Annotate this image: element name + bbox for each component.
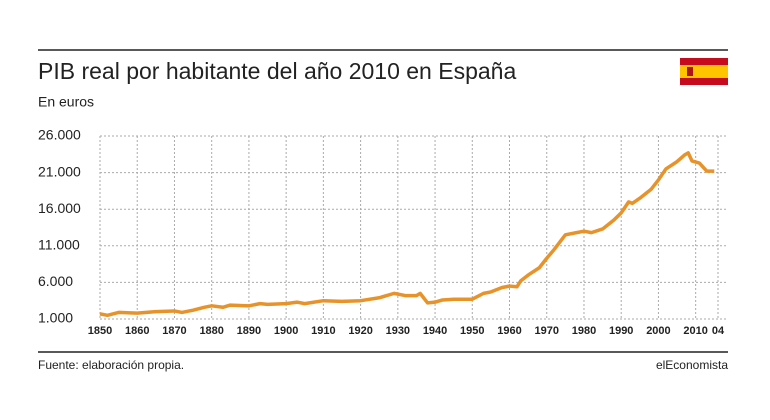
x-tick-label: 1940 bbox=[423, 325, 447, 337]
x-tick-label: 1930 bbox=[386, 325, 410, 337]
x-tick-label: 1870 bbox=[162, 325, 186, 337]
x-tick-label: 2000 bbox=[646, 325, 670, 337]
x-tick-label: 1970 bbox=[535, 325, 559, 337]
brand: elEconomista bbox=[656, 358, 728, 372]
y-tick-label: 6.000 bbox=[38, 273, 73, 289]
x-tick-label: 1910 bbox=[311, 325, 335, 337]
x-tick-label: 04 bbox=[712, 325, 725, 337]
x-tick-label: 1990 bbox=[609, 325, 633, 337]
x-tick-label: 1880 bbox=[199, 325, 223, 337]
chart-title: PIB real por habitante del año 2010 en E… bbox=[38, 58, 516, 84]
x-tick-label: 1900 bbox=[274, 325, 298, 337]
subtitle: En euros bbox=[38, 94, 94, 110]
x-tick-label: 1950 bbox=[460, 325, 484, 337]
x-tick-label: 1960 bbox=[497, 325, 521, 337]
x-tick-label: 1920 bbox=[348, 325, 372, 337]
x-tick-label: 1860 bbox=[125, 325, 149, 337]
y-tick-label: 16.000 bbox=[38, 200, 81, 216]
x-tick-label: 1980 bbox=[572, 325, 596, 337]
x-tick-label: 1850 bbox=[88, 325, 112, 337]
y-tick-label: 1.000 bbox=[38, 310, 73, 326]
data-line bbox=[99, 151, 715, 318]
y-tick-label: 21.000 bbox=[38, 163, 81, 179]
y-tick-label: 11.000 bbox=[38, 237, 80, 253]
flag bbox=[680, 58, 728, 85]
y-tick-label: 26.000 bbox=[38, 127, 81, 143]
x-tick-label: 2010 bbox=[683, 325, 707, 337]
source: Fuente: elaboración propia. bbox=[38, 358, 184, 372]
x-tick-label: 1890 bbox=[237, 325, 261, 337]
